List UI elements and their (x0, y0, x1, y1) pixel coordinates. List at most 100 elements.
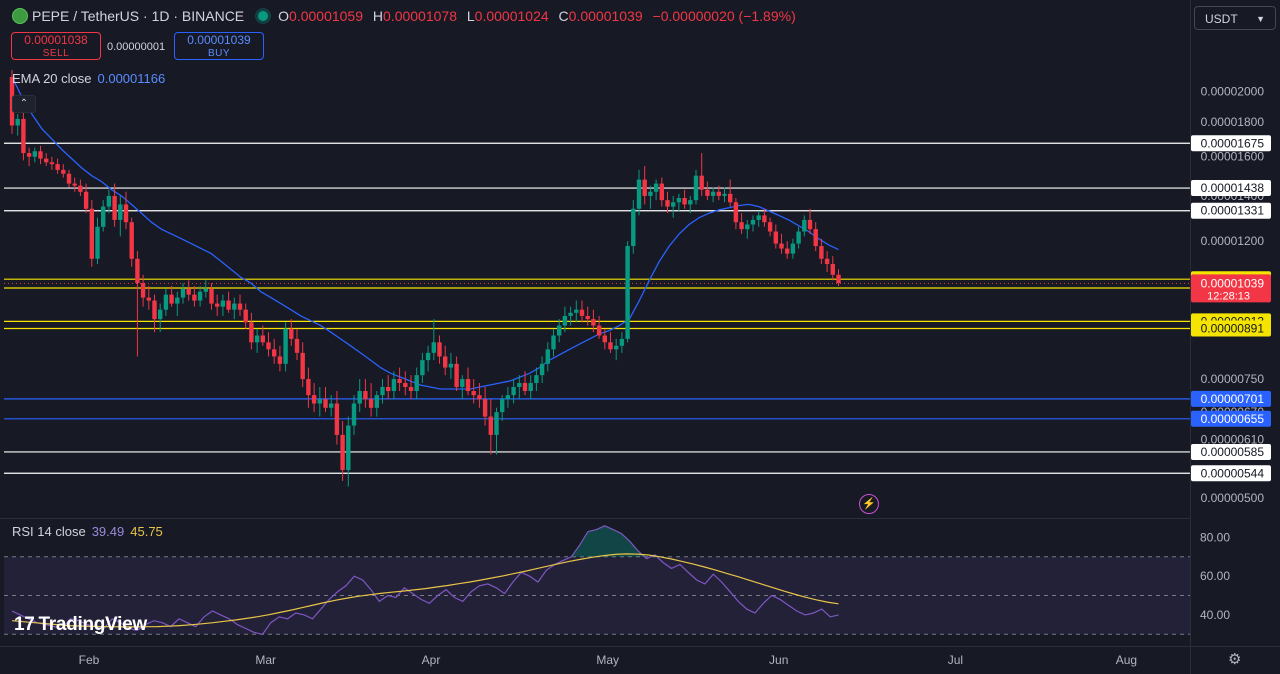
hline-label-bg-10 (1191, 465, 1271, 482)
sell-price: 0.00001038 (24, 33, 88, 47)
candle-body-83 (482, 399, 488, 417)
hline-label-0: 0.00001675 (1201, 136, 1265, 150)
current-price-bg (1191, 274, 1271, 303)
candle-body-112 (648, 191, 653, 196)
candle-body-8 (55, 164, 60, 170)
candle-body-143 (824, 258, 830, 265)
candle-body-139 (802, 219, 807, 232)
candle-body-48 (283, 328, 288, 364)
candle-body-68 (397, 379, 402, 383)
candle-body-142 (819, 246, 824, 259)
gear-icon[interactable]: ⚙ (1228, 651, 1242, 668)
candle-body-47 (277, 356, 283, 364)
tv-logo-icon: 17 (14, 614, 35, 635)
candle-body-130 (750, 219, 756, 225)
pepe-coin-icon (12, 8, 28, 24)
candle-body-120 (693, 175, 699, 201)
lightning-icon[interactable]: ⚡ (859, 494, 879, 514)
candle-body-21 (129, 222, 134, 259)
market-open-icon (258, 11, 269, 21)
candle-body-76 (443, 356, 448, 368)
candle-body-88 (511, 386, 516, 396)
candle-body-104 (602, 335, 607, 343)
price-tick-8: 0.00000500 (1201, 491, 1265, 505)
candle-body-67 (391, 379, 397, 392)
time-tick-may: May (596, 653, 619, 667)
candle-body-135 (779, 243, 784, 249)
candle-body-119 (688, 200, 693, 205)
hline-label-bg-7 (1191, 390, 1271, 407)
rsi-tick-2: 40.00 (1200, 608, 1230, 622)
candle-body-7 (49, 162, 55, 165)
sell-button[interactable]: 0.00001038 SELL (11, 32, 101, 60)
candle-body-69 (403, 382, 408, 387)
rsi-line (11, 525, 839, 635)
candle-body-81 (471, 391, 476, 396)
candle-body-129 (745, 224, 750, 230)
candle-body-17 (106, 195, 112, 207)
price-tick-5: 0.00000750 (1201, 372, 1265, 386)
chevron-down-icon: ▼ (1256, 14, 1265, 24)
candle-body-15 (95, 226, 100, 259)
candle-body-116 (671, 202, 676, 207)
currency-value: USDT (1205, 12, 1238, 26)
candle-body-128 (739, 222, 744, 230)
candle-body-51 (300, 352, 305, 380)
candle-body-12 (78, 185, 83, 192)
current-price-label: 0.00001039 (1201, 276, 1265, 290)
candle-body-33 (197, 291, 203, 301)
rsi-legend[interactable]: RSI 14 close 39.49 45.75 (12, 524, 163, 539)
time-tick-feb: Feb (79, 653, 100, 667)
candle-body-105 (608, 342, 613, 350)
buy-button[interactable]: 0.00001039 BUY (174, 32, 264, 60)
candle-body-29 (175, 297, 180, 304)
price-tick-1: 0.00001800 (1201, 115, 1265, 129)
candle-body-92 (534, 375, 539, 383)
candle-body-117 (676, 198, 682, 203)
candle-body-34 (203, 288, 208, 292)
hline-label-bg-8 (1191, 410, 1271, 427)
candle-body-95 (551, 335, 556, 350)
price-tick-0: 0.00002000 (1201, 84, 1265, 98)
candle-body-43 (254, 335, 260, 343)
candle-body-103 (596, 325, 602, 336)
candle-body-141 (813, 229, 818, 247)
candle-body-136 (785, 248, 790, 254)
candle-body-61 (357, 391, 362, 404)
chart-header: PEPE / TetherUS · 1D · BINANCE O0.000010… (12, 8, 802, 24)
candle-body-20 (123, 204, 129, 223)
collapse-legend-button[interactable]: ⌃ (12, 95, 36, 113)
currency-select[interactable]: USDT ▼ (1194, 6, 1276, 30)
candle-body-73 (425, 352, 431, 361)
candle-body-85 (494, 412, 499, 435)
candle-body-11 (72, 183, 77, 186)
candle-body-36 (215, 303, 220, 307)
sell-label: SELL (42, 48, 70, 59)
symbol-title[interactable]: PEPE / TetherUS · 1D · BINANCE (32, 8, 245, 24)
candle-body-60 (351, 403, 357, 426)
rsi-name: RSI 14 close (12, 524, 86, 539)
candle-body-25 (152, 300, 157, 320)
candle-body-49 (289, 328, 294, 339)
candle-body-57 (334, 403, 340, 435)
candle-body-56 (329, 403, 334, 408)
candle-body-87 (505, 395, 511, 400)
candle-body-82 (477, 395, 482, 400)
candle-body-137 (790, 243, 796, 254)
candle-body-110 (636, 179, 642, 209)
candle-body-132 (762, 215, 767, 223)
candle-body-86 (500, 399, 505, 413)
candle-body-126 (728, 193, 733, 203)
candle-body-118 (682, 198, 687, 205)
candle-body-45 (266, 342, 271, 350)
candle-body-59 (346, 425, 351, 471)
candle-body-102 (591, 319, 596, 326)
candle-body-98 (568, 312, 573, 316)
candle-body-41 (243, 309, 248, 323)
candle-body-46 (272, 349, 277, 357)
candle-body-125 (722, 193, 727, 196)
ema-legend[interactable]: EMA 20 close 0.00001166 (12, 71, 165, 86)
candle-body-91 (528, 382, 533, 392)
countdown-label: 12:28:13 (1207, 290, 1250, 302)
